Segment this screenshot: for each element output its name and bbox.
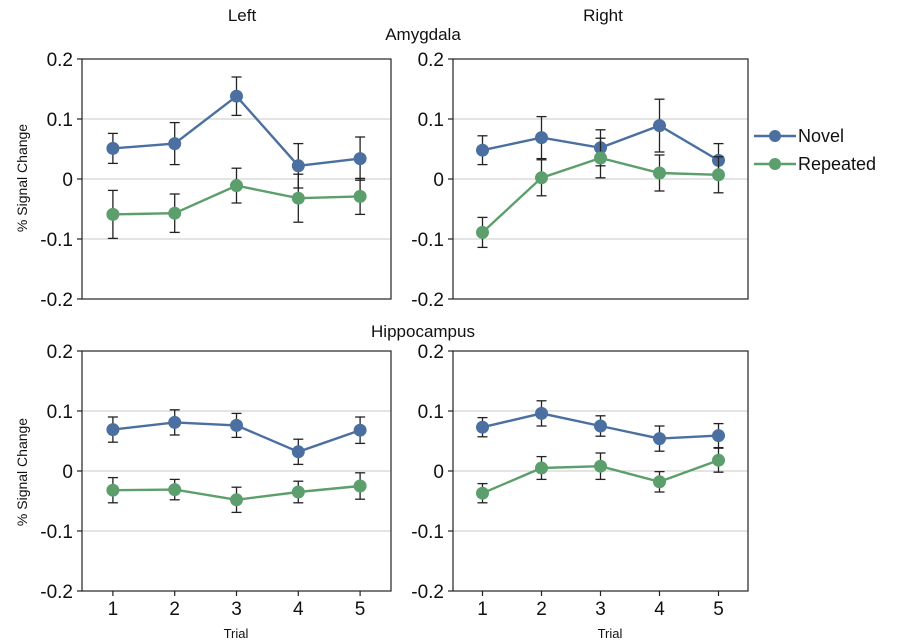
- y-tick-label-amygdala-left-1: 0.1: [47, 110, 73, 131]
- data-point-hippocampus-right-repeated-3: [594, 459, 607, 473]
- y-tick-label-amygdala-left-3: -0.1: [40, 230, 73, 251]
- column-title-left: Left: [227, 6, 257, 25]
- y-tick-label-hippocampus-right-2: 0: [433, 462, 444, 483]
- y-tick-label-hippocampus-left-1: 0.1: [47, 402, 73, 423]
- y-tick-label-amygdala-left-0: 0.2: [47, 50, 73, 71]
- data-point-hippocampus-right-repeated-2: [535, 461, 548, 475]
- data-point-hippocampus-left-repeated-3: [230, 493, 243, 507]
- data-point-amygdala-right-novel-4: [653, 119, 666, 133]
- data-point-amygdala-left-novel-3: [230, 89, 243, 103]
- y-tick-label-amygdala-left-2: 0: [62, 170, 73, 191]
- legend-swatch-novel: [754, 130, 796, 142]
- x-tick-label-hippocampus-right-3: 4: [654, 599, 665, 620]
- data-point-amygdala-left-repeated-2: [168, 206, 182, 220]
- data-point-amygdala-left-novel-4: [291, 159, 305, 173]
- y-tick-label-amygdala-right-0: 0.2: [418, 50, 444, 71]
- x-tick-label-hippocampus-left-1: 2: [169, 599, 180, 620]
- data-point-hippocampus-right-novel-5: [712, 429, 725, 443]
- data-point-hippocampus-left-novel-4: [291, 445, 305, 459]
- x-tick-label-hippocampus-left-3: 4: [293, 599, 304, 620]
- y-tick-label-hippocampus-left-4: -0.2: [40, 582, 73, 603]
- data-point-amygdala-right-repeated-1: [476, 225, 489, 239]
- column-title-right: Right: [583, 6, 623, 25]
- data-point-amygdala-right-repeated-4: [653, 166, 666, 180]
- data-point-hippocampus-left-novel-1: [106, 423, 120, 437]
- y-tick-label-amygdala-right-4: -0.2: [411, 290, 444, 311]
- y-tick-label-hippocampus-right-3: -0.1: [411, 522, 444, 543]
- x-tick-label-hippocampus-right-2: 3: [595, 599, 606, 620]
- y-tick-label-hippocampus-right-1: 0.1: [418, 402, 444, 423]
- y-tick-label-hippocampus-left-0: 0.2: [47, 342, 73, 363]
- data-point-hippocampus-right-novel-4: [653, 432, 666, 446]
- data-point-amygdala-right-novel-2: [535, 131, 548, 145]
- x-axis-label-left: Trial: [223, 626, 249, 641]
- data-point-amygdala-right-repeated-3: [594, 151, 607, 165]
- data-point-amygdala-left-repeated-1: [106, 207, 120, 221]
- data-point-amygdala-left-repeated-5: [353, 189, 367, 203]
- legend-label-novel: Novel: [798, 125, 845, 146]
- region-title-hippocampus: Hippocampus: [371, 322, 475, 341]
- x-tick-label-hippocampus-right-0: 1: [477, 599, 488, 620]
- x-tick-label-hippocampus-left-0: 1: [108, 599, 119, 620]
- data-point-hippocampus-right-repeated-5: [712, 453, 725, 467]
- data-point-hippocampus-left-repeated-5: [353, 479, 367, 493]
- data-point-amygdala-left-repeated-3: [230, 179, 243, 193]
- data-point-amygdala-right-repeated-5: [712, 168, 725, 182]
- data-point-amygdala-right-repeated-2: [535, 171, 548, 185]
- y-tick-label-hippocampus-right-4: -0.2: [411, 582, 444, 603]
- x-tick-label-hippocampus-right-1: 2: [536, 599, 547, 620]
- legend-item-novel: Novel: [754, 124, 876, 148]
- y-tick-label-amygdala-left-4: -0.2: [40, 290, 73, 311]
- y-tick-label-hippocampus-left-3: -0.1: [40, 522, 73, 543]
- y-tick-label-amygdala-right-2: 0: [433, 170, 444, 191]
- data-point-hippocampus-left-novel-3: [230, 418, 243, 432]
- region-title-amygdala: Amygdala: [385, 25, 461, 44]
- legend-swatch-repeated: [754, 158, 796, 170]
- x-tick-label-hippocampus-left-4: 5: [355, 599, 366, 620]
- data-point-hippocampus-right-novel-1: [476, 420, 489, 434]
- data-point-hippocampus-left-repeated-2: [168, 483, 182, 497]
- x-axis-label-right: Trial: [597, 626, 623, 641]
- data-point-hippocampus-left-novel-5: [353, 423, 367, 437]
- data-point-hippocampus-left-repeated-4: [291, 485, 305, 499]
- y-tick-label-hippocampus-left-2: 0: [62, 462, 73, 483]
- data-point-amygdala-right-novel-1: [476, 143, 489, 157]
- legend-label-repeated: Repeated: [798, 153, 877, 174]
- y-tick-label-hippocampus-right-0: 0.2: [418, 342, 444, 363]
- legend-item-repeated: Repeated: [754, 152, 876, 176]
- data-point-amygdala-left-repeated-4: [291, 191, 305, 205]
- y-tick-label-amygdala-right-1: 0.1: [418, 110, 444, 131]
- data-point-amygdala-left-novel-2: [168, 137, 182, 151]
- data-point-amygdala-left-novel-1: [106, 141, 120, 155]
- data-point-hippocampus-left-novel-2: [168, 415, 182, 429]
- data-point-hippocampus-right-novel-2: [535, 406, 548, 420]
- data-point-hippocampus-right-repeated-1: [476, 486, 489, 500]
- data-point-hippocampus-left-repeated-1: [106, 483, 120, 497]
- y-tick-label-amygdala-right-3: -0.1: [411, 230, 444, 251]
- data-point-hippocampus-right-repeated-4: [653, 475, 666, 489]
- x-tick-label-hippocampus-right-4: 5: [713, 599, 724, 620]
- legend: Novel Repeated: [754, 124, 876, 180]
- x-tick-label-hippocampus-left-2: 3: [231, 599, 242, 620]
- data-point-amygdala-left-novel-5: [353, 152, 367, 166]
- data-point-hippocampus-right-novel-3: [594, 419, 607, 433]
